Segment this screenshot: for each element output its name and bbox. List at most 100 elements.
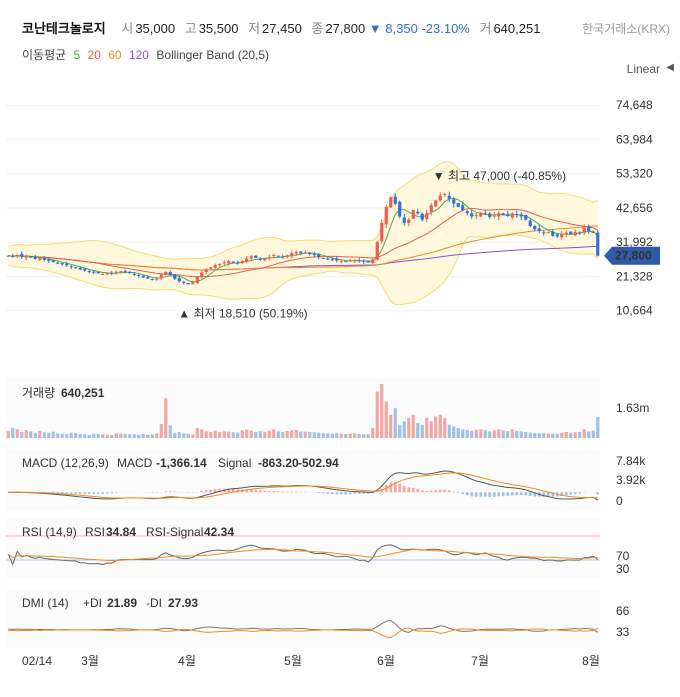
ma-60-line — [8, 225, 598, 271]
candle-body — [87, 271, 91, 273]
macd-signal-line — [8, 472, 598, 499]
volume-panel-bg — [6, 378, 600, 438]
volume-bar — [582, 429, 586, 438]
volume-bar — [218, 432, 222, 438]
macd-histogram-bar — [254, 489, 258, 493]
dmi-tick-label: 33 — [616, 625, 630, 639]
dmi-minus-di-label: -DI — [146, 596, 162, 610]
bollinger-band-fill — [8, 161, 598, 305]
candle-body — [573, 231, 577, 236]
volume-bar — [546, 433, 550, 438]
ma-20[interactable]: 20 — [87, 48, 101, 62]
macd-histogram-bar — [515, 492, 519, 496]
rsi-value-label: RSI — [85, 525, 105, 539]
volume-bar — [24, 430, 28, 438]
candle-body — [105, 273, 109, 275]
candle-body — [551, 231, 555, 236]
ma-5[interactable]: 5 — [73, 48, 81, 62]
candle-body — [263, 258, 267, 261]
bollinger-label[interactable]: Bollinger Band (20,5) — [156, 48, 270, 62]
candle-body — [42, 258, 46, 260]
volume-bar — [105, 434, 109, 438]
dmi-minus-di-value: 27.93 — [168, 596, 198, 610]
candle-body — [258, 258, 262, 260]
ma-120[interactable]: 120 — [128, 48, 149, 62]
macd-histogram-bar — [168, 491, 172, 493]
close-label: 종 — [311, 21, 324, 36]
volume-bar — [182, 433, 186, 438]
volume-bar — [204, 431, 208, 438]
volume-label: 거래량 — [22, 386, 55, 400]
volume-bar — [393, 408, 397, 438]
volume-bar — [317, 432, 321, 438]
volume-bar — [353, 433, 357, 438]
candle-body — [51, 259, 55, 263]
indicator-legend: 이동평균 5 20 60 120 Bollinger Band (20,5) — [22, 46, 273, 63]
candle-body — [186, 282, 190, 285]
candle-body — [308, 252, 312, 255]
candle-body — [231, 261, 235, 263]
macd-histogram-bar — [474, 492, 478, 497]
candle-body — [159, 274, 163, 279]
macd-tick-label: 0 — [616, 494, 623, 508]
volume-bar — [227, 431, 231, 438]
price-tick-label: 10,664 — [616, 304, 653, 318]
high-value: 35,500 — [198, 21, 239, 36]
macd-histogram-bar — [488, 492, 492, 497]
macd-histogram-bar — [470, 492, 474, 497]
volume-bar — [587, 431, 591, 438]
stock-header: 코난테크놀로지 시 35,000 고 35,500 저 27,450 종 27,800 … — [22, 18, 540, 37]
volume-bar — [173, 433, 177, 438]
candle-body — [371, 259, 375, 264]
change-pct: -23.10% — [421, 21, 470, 36]
candle-body — [582, 227, 586, 233]
macd-histogram-bar — [465, 492, 469, 496]
volume-bar — [56, 433, 60, 438]
volume-bar — [294, 430, 298, 438]
macd-histogram-bar — [285, 491, 289, 493]
macd-histogram-bar — [335, 492, 339, 495]
macd-histogram-bar — [501, 492, 505, 497]
macd-histogram-bar — [398, 483, 402, 493]
candle-body — [384, 206, 388, 225]
macd-histogram-bar — [497, 492, 501, 497]
candle-body — [294, 251, 298, 254]
macd-histogram-bar — [420, 490, 424, 493]
macd-signal-value: -863.20 — [258, 456, 299, 470]
volume-bar — [101, 434, 105, 438]
price-low-annotation: ▲ 최저 18,510 (50.19%) — [178, 307, 307, 321]
chevron-left-icon[interactable]: ◀ — [666, 62, 674, 73]
macd-histogram-bar — [492, 492, 496, 497]
candle-body — [461, 205, 465, 211]
volume-bar — [240, 430, 244, 438]
macd-histogram-bar — [74, 492, 78, 494]
close-value: 27,800 — [325, 21, 366, 36]
volume-bar — [335, 433, 339, 438]
macd-histogram-bar — [227, 488, 231, 493]
ma-label: 이동평균 — [22, 48, 67, 62]
candle-body — [429, 205, 433, 212]
candle-body — [569, 231, 573, 234]
ma-60[interactable]: 60 — [108, 48, 122, 62]
volume-bar — [42, 432, 46, 438]
volume-bar — [510, 429, 514, 438]
volume-bar — [290, 430, 294, 438]
volume-bar — [420, 424, 424, 438]
volume-bar — [258, 431, 262, 438]
macd-histogram-bar — [78, 492, 82, 494]
candle-body — [74, 267, 78, 269]
candle-body — [83, 268, 87, 271]
volume-bar — [506, 431, 510, 438]
macd-histogram-bar — [411, 487, 415, 493]
volume-bar — [398, 424, 402, 438]
macd-histogram-bar — [231, 488, 235, 493]
candle-body — [438, 195, 442, 201]
macd-histogram-bar — [92, 492, 96, 494]
dmi-label: DMI (14) — [22, 596, 69, 610]
candle-body — [411, 210, 415, 219]
candle-body — [528, 220, 532, 227]
candle-body — [380, 222, 384, 242]
macd-histogram-bar — [105, 492, 109, 494]
volume-bar — [164, 398, 168, 438]
scale-selector[interactable]: Linear — [626, 62, 660, 76]
